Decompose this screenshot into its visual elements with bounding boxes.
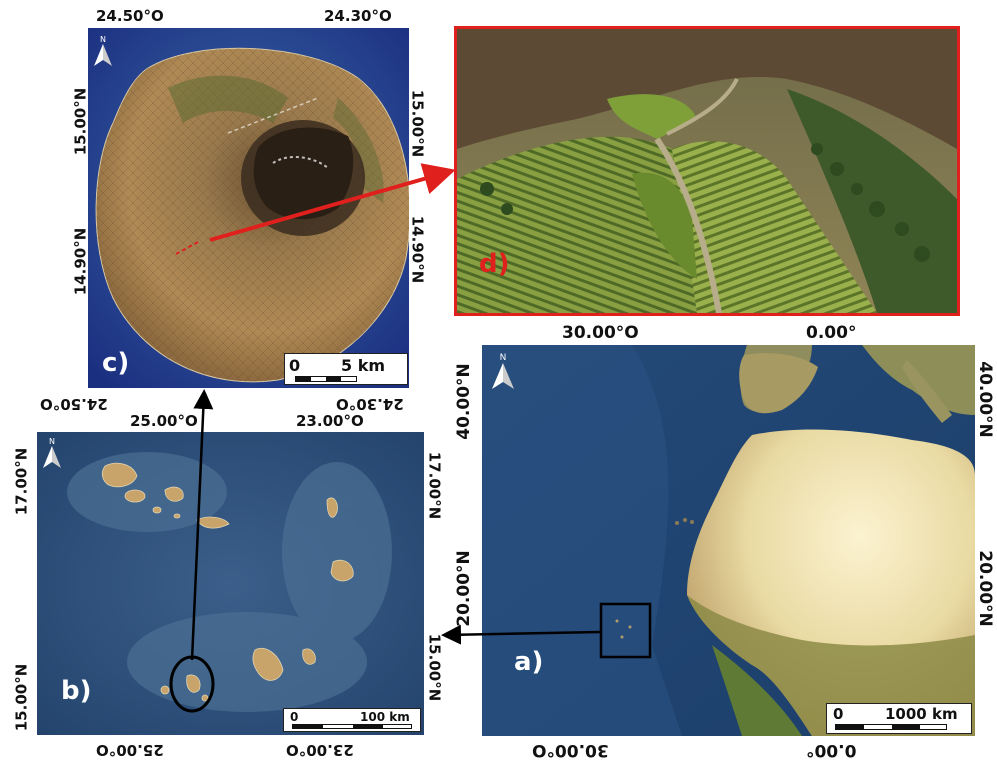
scale-value-c: 5 km [341,356,386,375]
coord-b-top-1: 25.00°O [130,412,198,430]
panel-c-label: c) [102,348,130,378]
fogo-island-map [88,28,409,388]
arrow-c-to-d [209,163,456,242]
scale-zero-c: 0 [289,356,301,375]
panel-b-label: b) [61,676,92,706]
map-panel-a: N a) 0 1000 km [482,345,975,736]
vineyard-aerial-photo [457,29,957,313]
scale-bar-a: 0 1000 km [826,703,972,734]
map-panel-d-photo: d) [454,26,960,316]
north-letter: N [100,35,106,44]
coord-c-top-2: 24.30°O [324,7,392,25]
panel-d-label: d) [479,249,510,279]
north-arrow-icon: N [41,436,63,470]
map-panel-b: N b) 0 100 km [37,432,424,735]
scale-bar-c: 0 5 km [284,353,408,385]
scale-bar-b: 0 100 km [283,708,421,732]
scale-zero-b: 0 [290,710,299,724]
cape-verde-map [37,432,424,735]
arrow-a-to-b [441,624,601,645]
scale-value-a: 1000 km [885,705,958,723]
atlantic-africa-map [482,345,975,736]
scale-zero-a: 0 [833,705,844,723]
coord-b-top-2: 23.00°O [296,412,364,430]
coord-a-top-1: 30.00°O [562,323,639,343]
coord-c-top-1: 24.50°O [96,7,164,25]
north-arrow-icon: N [490,351,516,391]
map-panel-c: N c) 0 5 km [88,28,409,388]
panel-a-label: a) [514,647,544,677]
scale-value-b: 100 km [360,710,410,724]
north-arrow-icon: N [92,34,114,68]
arrow-b-to-c [190,389,214,661]
north-letter: N [49,437,55,446]
north-letter: N [500,353,507,363]
coord-a-top-2: 0.00° [806,323,857,343]
